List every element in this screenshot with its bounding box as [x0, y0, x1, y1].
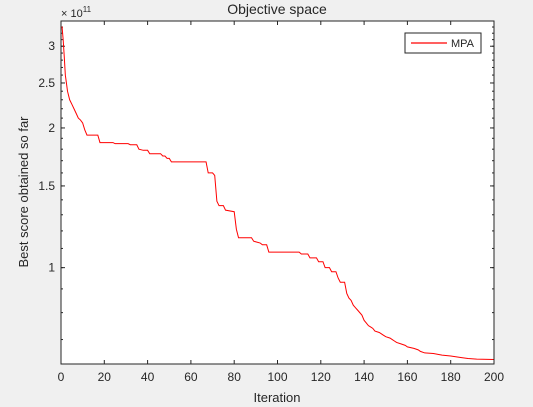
x-tick-label: 200 [484, 370, 504, 384]
series-layer [61, 26, 495, 360]
x-tick-label: 180 [441, 370, 461, 384]
x-tick-label: 80 [228, 370, 242, 384]
legend: MPA [404, 32, 482, 54]
legend-entry-mpa: MPA [451, 38, 475, 50]
y-tick-label: 2.5 [38, 76, 55, 90]
y-axis-label: Best score obtained so far [16, 116, 31, 268]
y-tick-label: 1.5 [38, 179, 55, 193]
y-axis: 1 1.5 2 2.5 3 [38, 26, 494, 341]
series-line-mpa [61, 26, 495, 360]
y-exponent-label: × 1011 [61, 5, 92, 20]
x-tick-label: 100 [267, 370, 287, 384]
x-axis-label: Iteration [254, 390, 301, 405]
x-tick-label: 0 [58, 370, 65, 384]
x-tick-label: 60 [184, 370, 198, 384]
x-tick-label: 20 [98, 370, 112, 384]
x-tick-label: 140 [354, 370, 374, 384]
x-tick-label: 160 [397, 370, 417, 384]
y-tick-label: 2 [48, 121, 55, 135]
y-tick-label: 3 [48, 39, 55, 53]
chart-title: Objective space [227, 1, 327, 17]
x-tick-label: 120 [311, 370, 331, 384]
x-axis: 0 20 40 60 80 100 120 140 160 180 200 [58, 21, 504, 384]
plot-area [61, 21, 494, 364]
axes-box [60, 20, 495, 365]
y-tick-label: 1 [48, 261, 55, 275]
x-tick-label: 40 [141, 370, 155, 384]
